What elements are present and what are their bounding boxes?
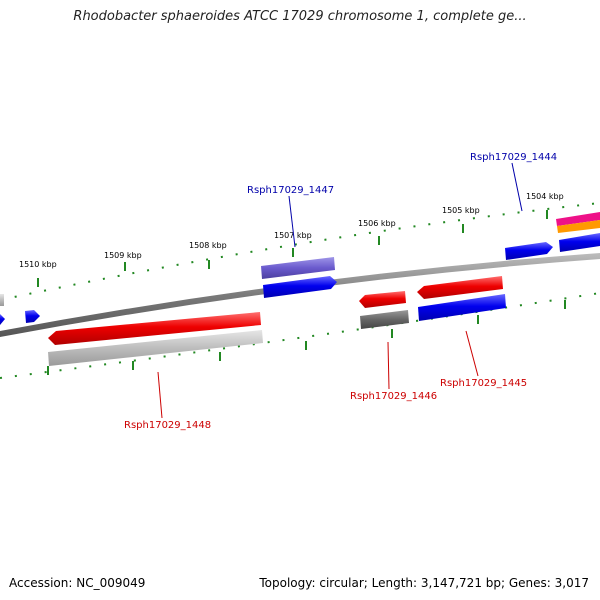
gene-block-left-edge-gray[interactable] [0, 294, 4, 306]
gene-block-orange[interactable] [557, 220, 600, 233]
gene-arrow-1444a[interactable] [505, 242, 553, 260]
leader-line-1446 [387, 341, 390, 390]
topology-summary: Topology: circular; Length: 3,147,721 bp… [259, 576, 589, 590]
gene-block-magenta[interactable] [556, 212, 600, 226]
tick-label-1508: 1508 kbp [189, 241, 227, 250]
gene-block-1448-gray[interactable] [48, 330, 263, 366]
tick-label-1509: 1509 kbp [104, 251, 142, 260]
gene-label-1446[interactable]: Rsph17029_1446 [350, 391, 437, 402]
gene-arrow-1448[interactable] [48, 312, 261, 345]
gene-arrow-1446[interactable] [359, 291, 406, 308]
leader-line-1444 [511, 162, 523, 212]
tick-label-1505: 1505 kbp [442, 206, 480, 215]
gene-label-1445[interactable]: Rsph17029_1445 [440, 378, 527, 389]
chromosome-backbone [0, 253, 600, 337]
accession-text: Accession: NC_009049 [9, 576, 146, 590]
tick-label-1507: 1507 kbp [274, 231, 312, 240]
leader-line-1448 [157, 371, 163, 419]
upper-major-ticks [37, 210, 548, 287]
gene-arrow-left-edge-blue[interactable] [0, 314, 5, 325]
gene-label-1448[interactable]: Rsph17029_1448 [124, 420, 211, 431]
gene-label-1444[interactable]: Rsph17029_1444 [470, 152, 557, 163]
leader-line-1447 [288, 195, 296, 248]
gene-block-1445-blue[interactable] [418, 294, 506, 321]
tick-label-1504: 1504 kbp [526, 192, 564, 201]
gene-arrow-1447[interactable] [263, 276, 337, 298]
gene-arrow-1444b[interactable] [559, 233, 600, 252]
gene-arrow-1445[interactable] [417, 276, 503, 299]
gene-label-1447[interactable]: Rsph17029_1447 [247, 185, 334, 196]
gene-block-1446-gray[interactable] [360, 310, 409, 329]
tick-label-1506: 1506 kbp [358, 219, 396, 228]
gene-arrow-1447-upper[interactable] [261, 257, 335, 279]
gene-arrow-left-edge-upper[interactable] [25, 310, 40, 323]
lower-major-ticks [47, 300, 566, 375]
map-title: Rhodobacter sphaeroides ATCC 17029 chrom… [73, 9, 527, 24]
tick-label-1510: 1510 kbp [19, 260, 57, 269]
leader-line-1445 [465, 330, 479, 377]
